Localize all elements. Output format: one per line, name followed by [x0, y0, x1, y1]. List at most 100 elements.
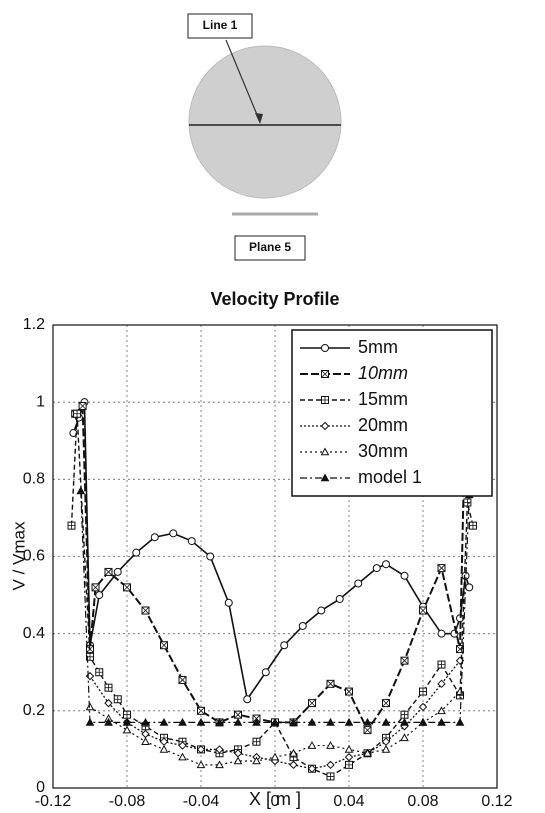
marker-cross: [123, 583, 131, 592]
marker: [400, 733, 409, 742]
marker: [67, 521, 76, 530]
plane-label: Plane 5: [249, 240, 291, 254]
marker: [206, 552, 215, 561]
marker: [86, 652, 94, 661]
marker: [326, 741, 335, 749]
marker-cross: [438, 661, 445, 669]
marker: [437, 706, 446, 715]
x-tick-label: -0.04: [183, 793, 220, 810]
marker-cross: [363, 726, 372, 734]
line-label: Line 1: [203, 18, 238, 32]
marker: [320, 421, 330, 431]
marker: [437, 717, 446, 726]
marker: [345, 687, 353, 696]
marker: [197, 706, 205, 715]
marker-cross: [463, 498, 471, 506]
marker: [270, 752, 280, 761]
marker: [95, 668, 104, 677]
x-tick-label: 0.04: [333, 793, 364, 810]
marker: [382, 560, 390, 569]
marker: [307, 741, 317, 749]
marker: [178, 752, 187, 761]
marker: [123, 583, 131, 592]
marker: [381, 744, 391, 753]
marker-cross: [105, 684, 112, 692]
marker-cross: [345, 687, 353, 696]
marker: [122, 725, 132, 734]
marker: [85, 717, 95, 726]
marker: [196, 717, 206, 726]
marker: [104, 567, 113, 576]
y-tick-label: 0.2: [23, 702, 45, 719]
marker: [321, 370, 329, 378]
series-line: [72, 401, 471, 702]
marker: [326, 772, 335, 781]
marker-cross: [91, 583, 100, 592]
marker: [280, 641, 289, 650]
marker: [270, 717, 280, 726]
marker: [326, 717, 335, 726]
marker: [308, 699, 316, 708]
x-tick-label: 0.08: [407, 793, 438, 810]
marker: [159, 744, 169, 753]
marker: [178, 675, 187, 684]
marker: [233, 717, 243, 726]
y-axis-label: V / Vmax: [9, 521, 28, 590]
marker-cross: [114, 695, 122, 703]
pointer-arrow: [225, 39, 261, 123]
marker: [169, 529, 178, 538]
pipe-section: [188, 45, 342, 199]
marker: [289, 760, 298, 770]
marker-cross: [73, 410, 81, 418]
marker: [307, 764, 317, 773]
marker-cross: [104, 568, 113, 576]
marker-cross: [197, 707, 205, 715]
y-tick-label: 1: [36, 393, 45, 410]
marker: [418, 702, 428, 712]
marker: [122, 717, 132, 726]
marker: [381, 717, 391, 726]
marker: [437, 660, 446, 669]
marker: [354, 579, 363, 588]
y-tick-label: 0.8: [23, 471, 45, 488]
legend-label: 5mm: [358, 337, 398, 357]
marker: [372, 564, 381, 573]
marker-cross: [160, 641, 168, 650]
legend-box: [291, 329, 493, 497]
marker-cross: [78, 402, 87, 410]
marker: [113, 695, 122, 704]
marker: [455, 687, 465, 695]
marker: [123, 710, 131, 719]
marker: [320, 447, 330, 456]
marker: [215, 760, 224, 769]
marker: [252, 717, 261, 726]
marker: [468, 521, 477, 530]
legend-label: 15mm: [358, 389, 408, 409]
marker: [326, 679, 335, 688]
marker: [224, 598, 233, 607]
marker-cross: [327, 772, 334, 780]
marker: [91, 583, 100, 592]
line-label-box: [187, 13, 253, 39]
marker-cross: [123, 711, 131, 719]
legend: 5mm 10mm 15mm 20mm 30mm model 1: [291, 329, 493, 497]
marker: [215, 745, 224, 754]
marker-cross: [68, 522, 75, 530]
marker-cross: [437, 564, 446, 572]
marker: [76, 486, 86, 495]
legend-label: 20mm: [358, 415, 408, 435]
marker: [344, 717, 354, 726]
marker: [326, 760, 335, 770]
chart-title: Velocity Profile: [210, 289, 339, 309]
marker: [320, 473, 330, 482]
marker: [400, 717, 409, 726]
marker: [298, 621, 307, 630]
x-axis-label: X [ m ]: [249, 789, 301, 809]
marker: [289, 748, 298, 757]
marker: [141, 717, 150, 726]
marker: [104, 683, 113, 692]
plot-frame: [52, 324, 498, 789]
marker-cross: [95, 668, 103, 676]
arrow-head: [255, 113, 263, 124]
